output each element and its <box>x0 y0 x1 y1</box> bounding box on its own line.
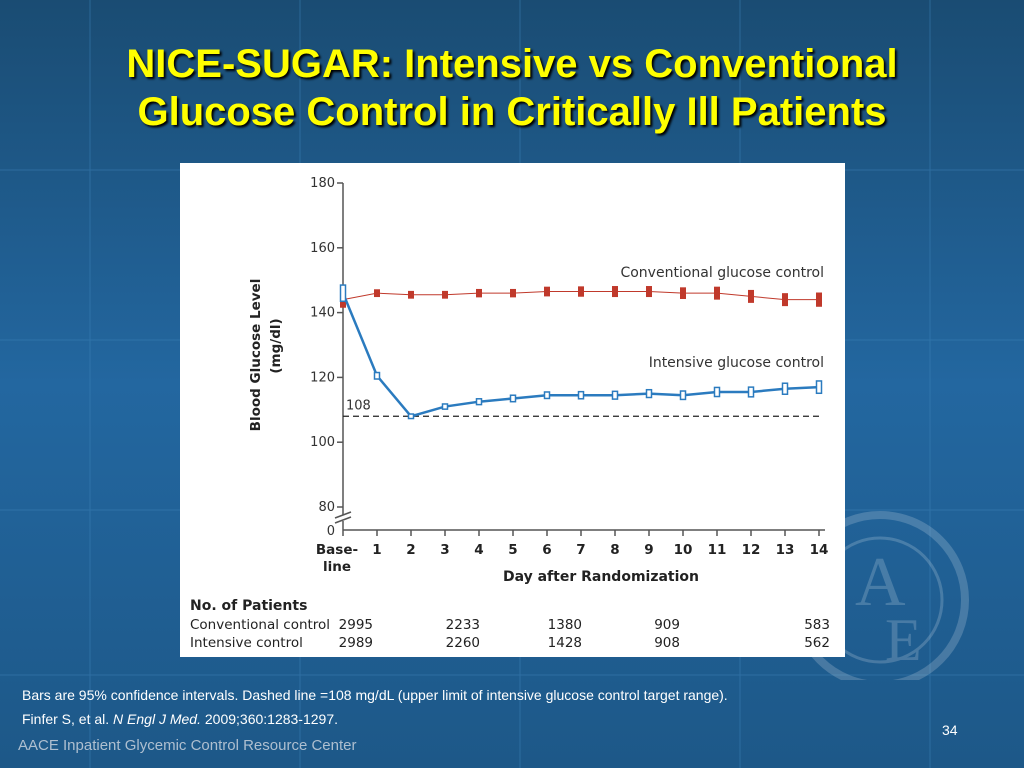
caption-citation: Finfer S, et al. N Engl J Med. 2009;360:… <box>22 711 338 727</box>
patients-table-title: No. of Patients <box>190 598 307 614</box>
x-tick-label: 11 <box>708 542 727 558</box>
ci-bar-conventional <box>374 289 380 298</box>
ci-bar-conventional <box>782 293 788 307</box>
slide-title: NICE-SUGAR: Intensive vs Conventional Gl… <box>0 40 1024 136</box>
y-tick-label: 120 <box>310 370 335 385</box>
ci-bar-intensive <box>679 390 687 401</box>
patients-count: 2989 <box>339 635 373 651</box>
footer-text: AACE Inpatient Glycemic Control Resource… <box>18 737 357 754</box>
reference-line-label: 108 <box>346 398 371 413</box>
x-tick-label: 14 <box>810 542 829 558</box>
patients-count: 908 <box>654 635 680 651</box>
x-tick-label: Base- <box>316 542 358 558</box>
citation-details: 2009;360:1283-1297. <box>200 711 338 727</box>
patients-count: 2260 <box>446 635 480 651</box>
x-tick-label: 9 <box>644 542 653 558</box>
ci-bar-intensive <box>441 403 449 410</box>
x-tick-label: 4 <box>474 542 483 558</box>
ci-bar-intensive <box>339 284 347 303</box>
ci-bar-intensive <box>747 386 755 398</box>
patients-count: 1380 <box>548 617 582 633</box>
axis-break-mark-1 <box>334 511 352 519</box>
caption-ci-note: Bars are 95% confidence intervals. Dashe… <box>22 687 728 703</box>
slide-title-line2: Glucose Control in Critically Ill Patien… <box>137 90 887 134</box>
svg-text:A: A <box>855 544 906 621</box>
y-tick-label: 100 <box>310 435 335 450</box>
ci-bar-intensive <box>645 388 653 399</box>
x-tick-label: 7 <box>576 542 585 558</box>
svg-text:E: E <box>885 607 922 673</box>
patients-count: 909 <box>654 617 680 633</box>
ci-bar-conventional <box>510 288 516 298</box>
series-label-conventional: Conventional glucose control <box>620 265 824 281</box>
patients-count: 583 <box>804 617 830 633</box>
y-tick-label: 80 <box>318 500 335 515</box>
ci-bar-intensive <box>475 398 483 406</box>
ci-bar-conventional <box>442 290 448 299</box>
x-tick-label: 2 <box>406 542 415 558</box>
chart-figure: 180 160 140 120 100 80 0 Base-line 1 2 3 4 5 6 7 8 9 10 11… <box>180 163 845 657</box>
ci-bar-conventional <box>748 289 754 303</box>
ci-bar-conventional <box>816 292 822 307</box>
y-tick-label: 160 <box>310 241 335 256</box>
patients-count: 1428 <box>548 635 582 651</box>
ci-bar-intensive <box>543 391 551 400</box>
ci-bar-conventional <box>646 286 652 298</box>
x-tick-label: 12 <box>742 542 761 558</box>
patients-row-label: Intensive control <box>190 635 303 651</box>
patients-count: 2995 <box>339 617 373 633</box>
x-tick-label: 8 <box>610 542 619 558</box>
y-tick-label-zero: 0 <box>327 524 335 539</box>
ci-bar-conventional <box>714 286 720 300</box>
slide-number: 34 <box>942 722 958 738</box>
x-tick-label: 10 <box>674 542 693 558</box>
x-tick-label: 1 <box>372 542 381 558</box>
patients-count: 562 <box>804 635 830 651</box>
ci-bar-intensive <box>373 371 381 380</box>
patients-count: 2233 <box>446 617 480 633</box>
citation-journal: N Engl J Med. <box>113 711 201 727</box>
x-tick-label: 13 <box>776 542 795 558</box>
slide-title-line1: NICE-SUGAR: Intensive vs Conventional <box>126 42 898 86</box>
ci-bar-intensive <box>611 390 619 400</box>
y-tick-label: 180 <box>310 176 335 191</box>
ci-bar-conventional <box>408 290 414 299</box>
ci-bar-conventional <box>578 286 584 297</box>
citation-authors: Finfer S, et al. <box>22 711 114 727</box>
ci-bar-conventional <box>476 288 482 298</box>
ci-bar-conventional <box>680 287 686 299</box>
ci-bar-intensive <box>781 382 789 395</box>
x-tick-label: 6 <box>542 542 551 558</box>
ci-bar-intensive <box>407 413 415 420</box>
x-tick-label: 5 <box>508 542 517 558</box>
ci-bar-conventional <box>544 286 550 297</box>
patients-row-label: Conventional control <box>190 617 330 633</box>
ci-bar-intensive <box>815 380 823 395</box>
y-tick-label: 140 <box>310 306 335 321</box>
ci-bar-intensive <box>577 390 585 400</box>
y-axis-title: Blood Glucose Level <box>248 279 264 432</box>
x-tick-label: line <box>323 559 351 575</box>
x-axis-title: Day after Randomization <box>503 569 699 585</box>
ci-bar-intensive <box>713 386 721 398</box>
ci-bar-intensive <box>509 394 517 403</box>
ci-bar-conventional <box>612 286 618 298</box>
axis-break-mark-2 <box>334 516 352 524</box>
y-axis-units: (mg/dl) <box>268 318 284 373</box>
series-label-intensive: Intensive glucose control <box>649 355 824 371</box>
x-tick-label: 3 <box>440 542 449 558</box>
